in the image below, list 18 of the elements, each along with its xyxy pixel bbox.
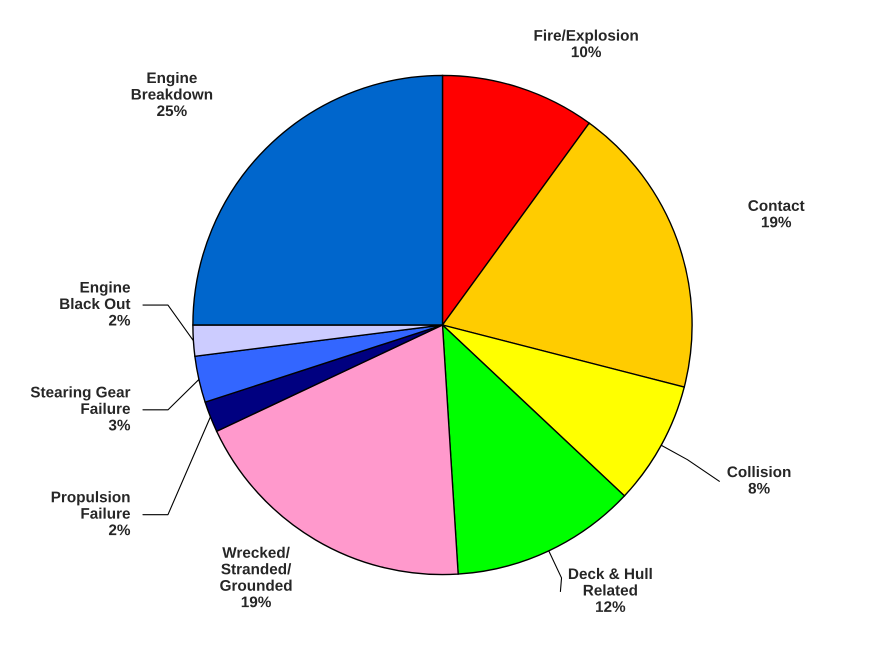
data-label: 8% [748, 482, 770, 494]
slice-label: Collision [727, 466, 790, 478]
slice-label: Engine Black Out [60, 281, 130, 310]
data-label: 10% [572, 46, 602, 58]
data-label: 12% [596, 601, 626, 612]
slice-label: Engine Breakdown [132, 72, 212, 100]
data-label: 2% [108, 314, 130, 326]
slice-label: Stearing Gear Failure [30, 386, 130, 414]
slice-label: Fire/Explosion [534, 30, 638, 44]
data-label: 2% [108, 524, 130, 536]
slice-label: Deck & Hull Related [568, 568, 652, 596]
data-label: 19% [762, 216, 792, 228]
data-label: 25% [157, 105, 187, 116]
slice-label: Wrecked/ Stranded/ Grounded [220, 546, 292, 591]
slice-label: Contact [748, 200, 804, 211]
slice-label: Propulsion Failure [52, 491, 130, 519]
data-label: 19% [242, 596, 271, 608]
data-label: 3% [108, 420, 130, 430]
